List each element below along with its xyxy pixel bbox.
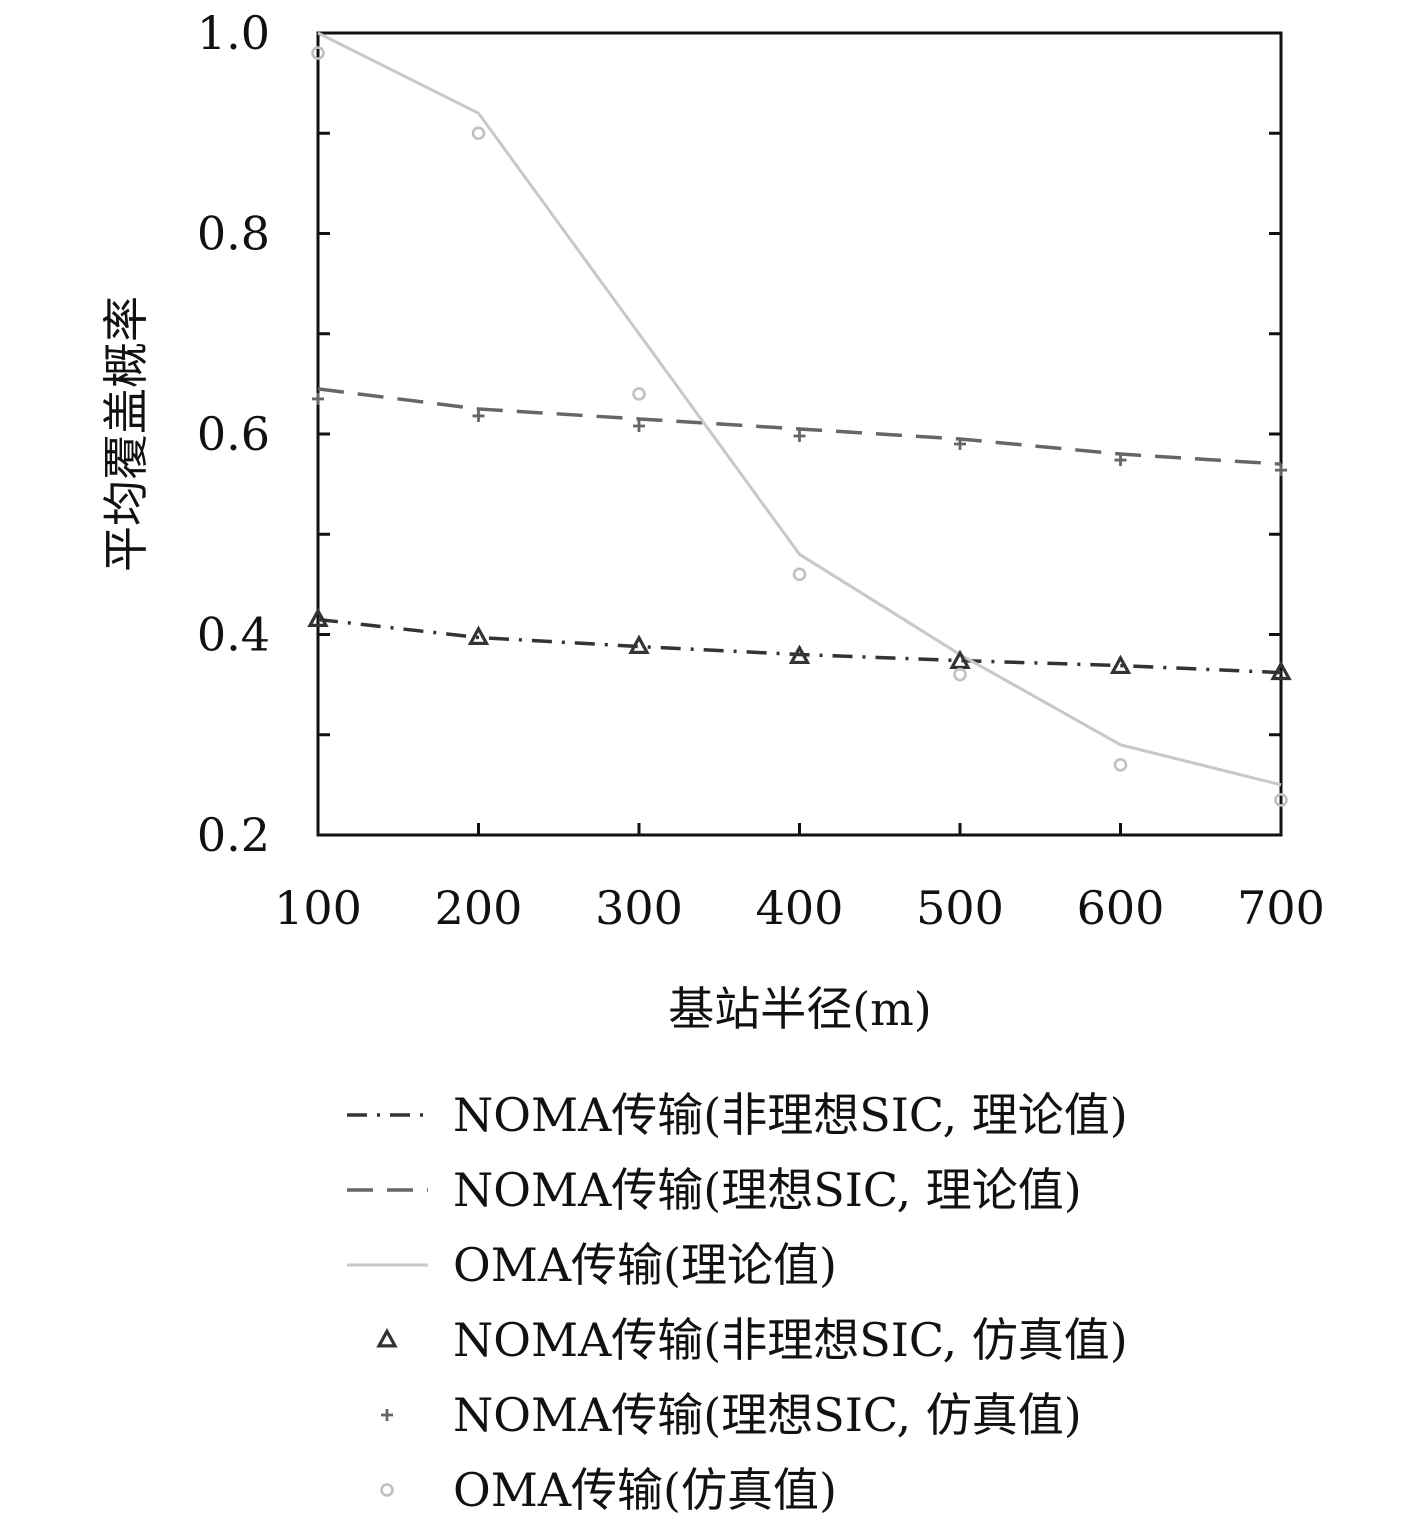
- series-5-point-300: [632, 387, 646, 401]
- y-tick-label-0.8: 0.8: [197, 207, 270, 261]
- legend-swatch-3: [376, 1327, 398, 1348]
- x-tick-label-400: 400: [756, 881, 844, 935]
- series-5-point-100: [311, 46, 325, 60]
- legend-label-0: NOMA传输(非理想SIC, 理论值): [453, 1088, 1128, 1142]
- x-tick-label-100: 100: [274, 881, 362, 935]
- legend-swatch-4: [381, 1409, 393, 1421]
- legend-swatch-5: [380, 1483, 394, 1497]
- x-tick-label-600: 600: [1077, 881, 1165, 935]
- y-axis-title: 平均覆盖概率: [99, 296, 153, 572]
- x-tick-label-700: 700: [1237, 881, 1325, 935]
- legend-label-1: NOMA传输(理想SIC, 理论值): [453, 1163, 1082, 1217]
- legend-label-3: NOMA传输(非理想SIC, 仿真值): [453, 1313, 1128, 1367]
- series-4-point-300: [633, 419, 645, 432]
- series-5-point-200: [471, 126, 486, 141]
- x-tick-label-300: 300: [595, 881, 683, 935]
- y-tick-label-0.4: 0.4: [197, 608, 270, 662]
- legend-label-5: OMA传输(仿真值): [453, 1463, 837, 1517]
- series-5-point-600: [1113, 758, 1128, 772]
- series-line-0: [317, 617, 1282, 675]
- series-lines: [317, 31, 1282, 787]
- series-3-point-300: [628, 634, 650, 655]
- series-3-point-500: [949, 649, 971, 670]
- series-4-point-200: [472, 409, 485, 422]
- legend-label-2: OMA传输(理论值): [453, 1238, 837, 1292]
- series-4-point-600: [1114, 454, 1127, 467]
- series-3-point-700: [1270, 660, 1292, 681]
- axis-ticks: 100 200 300 400 500 600 700 0.2 0.4 0.6 0.8 1.0: [197, 6, 1325, 935]
- series-line-2: [317, 31, 1282, 787]
- series-markers: [307, 46, 1292, 807]
- legend-label-4: NOMA传输(理想SIC, 仿真值): [453, 1388, 1082, 1442]
- series-4-point-100: [312, 392, 324, 405]
- series-3-point-200: [467, 625, 490, 645]
- series-4-point-500: [954, 438, 966, 451]
- legend: NOMA传输(非理想SIC, 理论值) NOMA传输(理想SIC, 理论值) OMA…: [347, 1088, 1128, 1517]
- y-tick-label-1: 1.0: [197, 6, 270, 60]
- series-line-1: [317, 387, 1282, 466]
- y-tick-label-0.2: 0.2: [197, 808, 270, 862]
- x-tick-label-200: 200: [435, 881, 523, 935]
- series-5-point-700: [1274, 793, 1288, 807]
- series-4-point-700: [1275, 464, 1287, 477]
- y-tick-label-0.6: 0.6: [197, 407, 270, 461]
- series-3-point-100: [307, 607, 329, 627]
- x-tick-label-500: 500: [916, 881, 1004, 935]
- series-3-point-400: [788, 644, 811, 665]
- x-axis-title: 基站半径(m): [668, 982, 932, 1036]
- series-4-point-400: [793, 430, 806, 443]
- series-3-point-600: [1109, 654, 1132, 675]
- series-5-point-500: [953, 667, 967, 682]
- series-5-point-400: [792, 567, 807, 582]
